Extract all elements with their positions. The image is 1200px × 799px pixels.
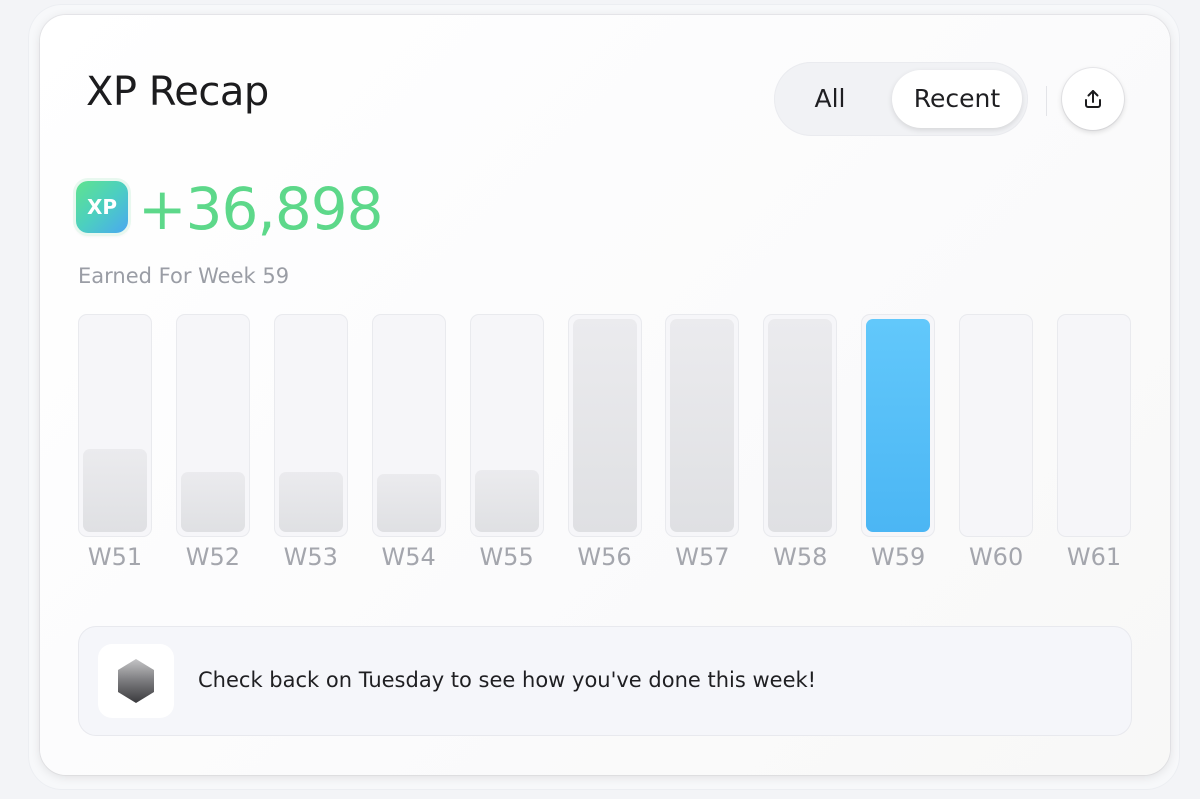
toggle-recent-button[interactable]: Recent [892,70,1022,128]
notice-icon-box [98,644,174,718]
bar-fill-w53 [278,472,343,532]
bar-fill-w52 [180,472,245,532]
bar-w56[interactable] [567,314,642,537]
bar-label-w61: W61 [1066,543,1122,571]
bar-label-w51: W51 [87,543,143,571]
bar-fill-w51 [83,448,147,532]
bar-label-w60: W60 [968,543,1024,571]
bar-label-w52: W52 [185,543,241,571]
bar-label-w59: W59 [871,543,926,571]
share-button[interactable] [1062,68,1124,130]
bar-fill-w58 [768,319,833,532]
hexagon-icon [118,659,154,703]
xp-badge-icon: XP [76,181,128,233]
bar-fill-w57 [670,319,735,532]
bar-w59[interactable] [861,314,936,537]
bar-w55[interactable] [469,314,544,537]
bar-fill-w54 [376,474,441,532]
bar-w53[interactable] [273,314,348,537]
bar-label-w55: W55 [479,543,534,571]
bar-label-w53: W53 [283,543,338,571]
page-title: XP Recap [86,69,269,115]
bar-fill-w56 [572,319,637,532]
bar-label-w54: W54 [381,543,436,571]
bar-fill-w55 [474,470,539,532]
weekly-xp-bar-chart: W51 W52 W53 W54 W55 W56 W57 W58 W59 W60 W61 [40,15,1170,615]
bar-label-w58: W58 [773,543,828,571]
toggle-all-button[interactable]: All [814,84,846,113]
bar-fill-w59 [866,319,931,532]
bar-w57[interactable] [665,314,740,537]
bar-w58[interactable] [763,314,838,537]
bar-w61[interactable] [1057,314,1131,537]
bar-label-w56: W56 [577,543,632,571]
bar-w54[interactable] [371,314,446,537]
xp-subtitle: Earned For Week 59 [78,264,290,288]
share-upload-icon [1085,90,1101,108]
notice-banner: Check back on Tuesday to see how you've … [78,626,1132,736]
xp-recap-card: XP Recap All Recent XP +36,898 Earned Fo… [40,15,1170,775]
bar-w60[interactable] [959,314,1034,537]
bar-w51[interactable] [78,314,152,537]
range-toggle: All Recent [774,62,1028,136]
bar-w52[interactable] [175,314,250,537]
header-divider [1046,86,1047,116]
notice-text: Check back on Tuesday to see how you've … [198,668,817,692]
xp-total-value: +36,898 [138,175,384,243]
bar-label-w57: W57 [675,543,730,571]
